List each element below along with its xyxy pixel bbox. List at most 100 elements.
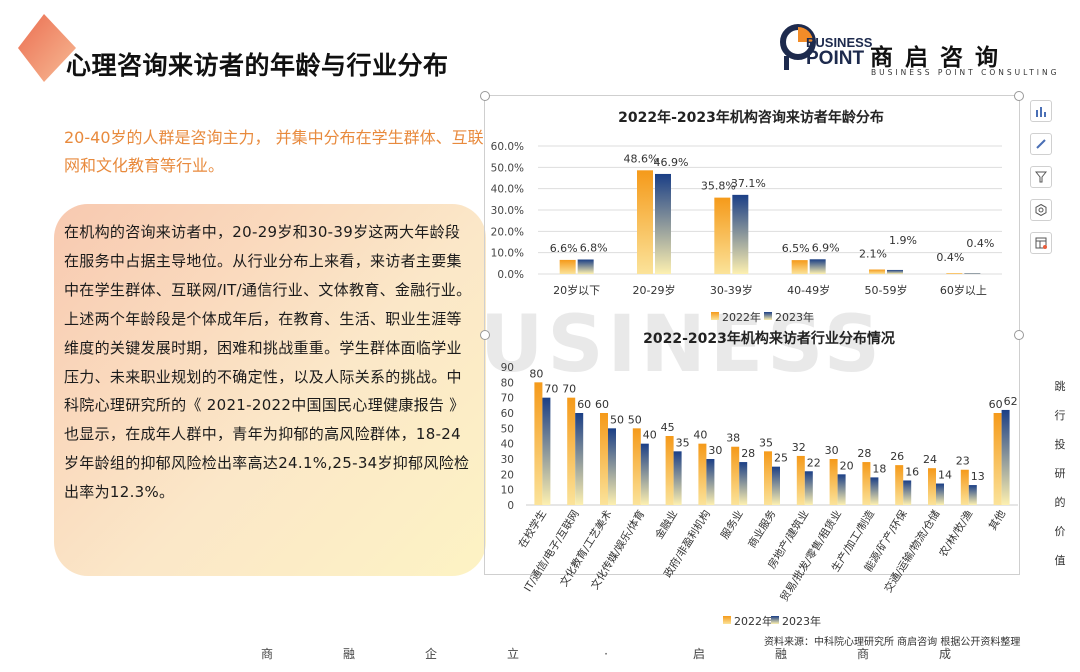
data-label: 80 — [529, 367, 543, 380]
data-label: 38 — [726, 432, 740, 445]
data-label: 2.1% — [859, 248, 887, 261]
y-tick-label: 50.0% — [491, 162, 524, 174]
bar-2023年 — [608, 428, 616, 505]
brush-icon[interactable] — [1030, 133, 1052, 155]
data-source-note: 资料来源：中科院心理研究所 商启咨询 根据公开资料整理 — [764, 637, 1021, 648]
data-label: 60 — [577, 398, 591, 411]
bar-2022年 — [796, 455, 805, 505]
data-label: 6.8% — [580, 241, 608, 254]
y-tick-label: 40 — [501, 439, 514, 451]
age-distribution-chart[interactable]: 2022年-2023年机构咨询来访者年龄分布 0.0% 10.0% 20.0% 30.… — [486, 96, 1016, 332]
footer-char: 立 — [506, 647, 519, 661]
x-tick-label: 20-29岁 — [633, 283, 676, 297]
data-label: 16 — [905, 465, 919, 478]
page-title: 心理咨询来访者的年龄与行业分布 — [66, 51, 449, 80]
x-tick-label: 20岁以下 — [553, 283, 600, 297]
y-tick-label: 0.0% — [497, 269, 524, 281]
resize-handle-top-right[interactable] — [1014, 91, 1024, 101]
footer-char: 企 — [424, 647, 437, 661]
y-tick-label: 90 — [501, 362, 514, 374]
y-tick-label: 20.0% — [491, 226, 524, 238]
data-label: 70 — [562, 383, 576, 396]
insight-text: 在机构的咨询来访者中，20-29岁和30-39岁这两大年龄段在服务中占据主导地位… — [64, 218, 474, 507]
corner-decoration — [18, 14, 76, 82]
table-icon[interactable] — [1030, 232, 1052, 254]
bar-2023年 — [903, 480, 912, 505]
data-label: 22 — [807, 456, 821, 469]
settings-icon[interactable] — [1030, 199, 1052, 221]
bar-2023年 — [655, 173, 671, 274]
legend-swatch — [723, 616, 731, 624]
age-chart-title: 2022年-2023年机构咨询来访者年龄分布 — [618, 109, 884, 126]
bar-2023年 — [964, 273, 981, 274]
data-label: 60 — [989, 398, 1003, 411]
resize-handle-middle-left[interactable] — [480, 330, 490, 340]
y-tick-label: 20 — [501, 469, 514, 481]
legend-swatch — [764, 312, 772, 320]
bar-2023年 — [887, 269, 903, 274]
logo-chinese-name: 商启咨询 — [870, 45, 1010, 71]
data-label: 30 — [708, 444, 722, 457]
data-label: 50 — [610, 413, 624, 426]
legend-label: 2023年 — [775, 310, 814, 324]
insight-paragraph-2: 上述两个年龄段是个体成年后，在教育、生活、职业生涯等维度的关键发展时期，困难和挑… — [64, 309, 470, 502]
bar-2023年 — [542, 397, 551, 505]
y-tick-label: 10.0% — [491, 248, 524, 260]
bar-2022年 — [567, 397, 576, 505]
footer-char: 融 — [774, 647, 787, 661]
data-label: 45 — [661, 421, 675, 434]
x-tick-label: 金融业 — [652, 508, 680, 542]
data-label: 14 — [938, 469, 952, 482]
data-label: 46.9% — [654, 156, 689, 169]
data-label: 24 — [923, 453, 937, 466]
x-tick-label: 60岁以上 — [940, 283, 987, 297]
data-label: 28 — [741, 447, 755, 460]
industry-chart-title: 2022-2023年机构来访者行业分布情况 — [643, 330, 895, 347]
bar-2022年 — [764, 451, 772, 505]
data-label: 48.6% — [624, 152, 659, 165]
y-tick-label: 80 — [501, 377, 514, 389]
data-label: 30 — [825, 444, 839, 457]
bar-2023年 — [673, 451, 682, 505]
bar-2022年 — [698, 443, 707, 505]
y-tick-label: 50 — [501, 423, 514, 435]
x-tick-label: 商业服务 — [745, 507, 779, 550]
data-label: 20 — [840, 459, 854, 472]
bar-2023年 — [936, 483, 944, 505]
x-tick-label: 30-39岁 — [710, 283, 753, 297]
data-label: 23 — [956, 455, 970, 468]
data-label: 62 — [1004, 395, 1018, 408]
watermark-text: USINESS — [480, 300, 884, 390]
company-logo: BUSINESS POINT 商启咨询 BUSINESS POINT CONSU… — [780, 16, 1070, 80]
bar-2023年 — [804, 471, 813, 505]
y-tick-label: 10 — [501, 485, 514, 497]
resize-handle-top-left[interactable] — [480, 91, 490, 101]
logo-english-name: BUSINESS POINT CONSULTING — [871, 68, 1060, 77]
filter-icon[interactable] — [1030, 166, 1052, 188]
y-tick-label: 60 — [501, 408, 514, 420]
x-tick-label: 50-59岁 — [865, 283, 908, 297]
resize-handle-middle-right[interactable] — [1014, 330, 1024, 340]
data-label: 28 — [857, 447, 871, 460]
bar-chart-icon[interactable] — [1030, 100, 1052, 122]
bar-2022年 — [534, 382, 543, 505]
data-label: 18 — [872, 462, 886, 475]
side-vertical-note: 跳行投研的价值 — [1054, 380, 1066, 567]
data-label: 0.4% — [966, 237, 994, 250]
data-label: 50 — [628, 413, 642, 426]
chart-toolbar — [1030, 100, 1052, 265]
x-tick-label: 交通/运输/物流/仓储 — [881, 507, 942, 595]
bar-2022年 — [665, 436, 674, 505]
insight-card — [54, 204, 486, 576]
data-label: 35 — [759, 436, 773, 449]
data-label: 1.9% — [889, 234, 917, 247]
bar-2022年 — [600, 413, 608, 505]
footer-char: 启 — [692, 647, 705, 661]
legend-swatch — [771, 616, 779, 624]
data-label: 40 — [693, 429, 707, 442]
x-tick-label: 贸易/批发/零售/租赁业 — [777, 508, 844, 604]
legend-label: 2023年 — [782, 614, 821, 628]
industry-distribution-chart[interactable]: 2022-2023年机构来访者行业分布情况 010203040506070809… — [486, 324, 1032, 634]
bar-2023年 — [577, 259, 594, 274]
data-label: 70 — [544, 383, 558, 396]
